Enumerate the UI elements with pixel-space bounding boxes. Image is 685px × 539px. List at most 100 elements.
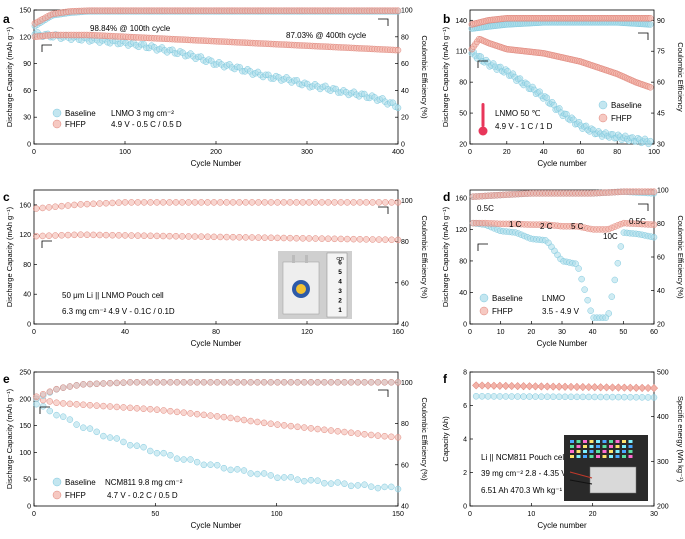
data-point [53,411,60,419]
data-point [126,379,134,386]
data-point [153,406,161,413]
data-point [605,310,613,317]
y2-tick-label: 40 [401,322,409,329]
y2-tick-label: 100 [401,198,413,205]
data-point [80,424,87,431]
data-point [369,199,376,206]
series-baseline-capacity [469,219,658,321]
data-point [134,199,142,206]
data-point [198,233,205,240]
series-fhfp-ce [469,188,658,200]
annotation: 10C [603,232,618,241]
data-point [573,393,581,401]
annotation: LNMO 50 ℃ [495,109,540,118]
data-point [160,379,167,386]
legend-name: FHFP [492,307,513,316]
x-axis-label: Cycle number [537,159,587,168]
data-point [280,199,288,206]
annotation: 4.9 V - 1 C / 1 D [495,122,553,131]
ruler-digit: 1 [338,307,342,314]
axis-indicator-arrow [378,18,389,26]
data-point [350,235,357,243]
y-axis-label: Discharge Capacity (mAh g⁻¹) [5,206,14,307]
legend-marker [479,293,489,303]
data-point [173,379,181,386]
data-point [614,259,622,267]
data-point [173,408,181,416]
legend-extra: LNMO [542,294,565,303]
data-point [347,379,355,386]
data-point [64,231,72,239]
data-point [140,199,148,206]
data-point [566,382,576,391]
y-tick-label: 100 [19,450,31,457]
annotation: 1 C [509,220,522,229]
data-point [638,383,647,392]
led-dot [609,450,613,453]
legend-name: FHFP [611,114,632,123]
y-tick-label: 150 [19,8,31,15]
data-point [274,474,281,482]
data-point [191,199,199,206]
thermometer-icon [481,103,485,127]
data-point [327,427,335,434]
data-point [77,201,84,208]
led-dot [609,445,613,448]
panel-label: f [443,372,448,386]
data-point [647,21,654,28]
data-point [267,199,275,206]
data-point [93,380,100,388]
data-point [314,379,321,386]
data-point [301,477,308,485]
data-point [388,379,395,386]
led-dot [628,440,633,443]
data-point [312,235,319,242]
data-point [83,200,91,208]
data-point [363,236,370,243]
data-point [609,393,616,401]
data-point [367,379,375,386]
y-axis-label: Discharge Capacity (mAh g⁻¹) [441,26,450,127]
y2-tick-label: 60 [657,80,665,87]
x-tick-label: 60 [577,149,585,156]
data-point [496,393,504,400]
data-point [334,428,341,435]
y-tick-label: 120 [19,232,31,239]
data-point [58,202,65,210]
led-dot [583,450,587,453]
y-tick-label: 20 [459,142,467,149]
annotation: 87.03% @ 400th cycle [286,31,367,40]
data-point [113,435,121,442]
y-tick-label: 50 [23,477,31,484]
data-point [321,426,328,434]
data-point [334,379,341,386]
led-dot [596,450,600,453]
data-point [347,482,355,490]
data-point [236,199,243,206]
data-point [39,390,47,398]
data-point [484,393,492,400]
x-tick-label: 150 [392,511,404,518]
ruler [326,252,348,318]
data-point [147,199,154,206]
data-point [46,388,54,395]
legend-name: Baseline [65,109,96,118]
y-tick-label: 0 [27,142,31,149]
series-specific-energy [472,381,659,393]
data-point [274,421,281,428]
y-tick-label: 200 [19,396,31,403]
data-point [650,221,658,228]
axis-indicator-arrow [41,240,52,248]
data-point [305,199,313,206]
data-point [549,393,557,400]
led-dot [622,450,626,453]
series-baseline-ce [468,19,654,32]
data-point [133,405,141,412]
data-point [236,234,243,241]
data-point [585,393,593,401]
data-point [608,293,616,300]
series-capacity [472,393,658,401]
data-point [602,383,611,392]
data-point [388,483,395,491]
x-tick-label: 80 [212,329,220,336]
